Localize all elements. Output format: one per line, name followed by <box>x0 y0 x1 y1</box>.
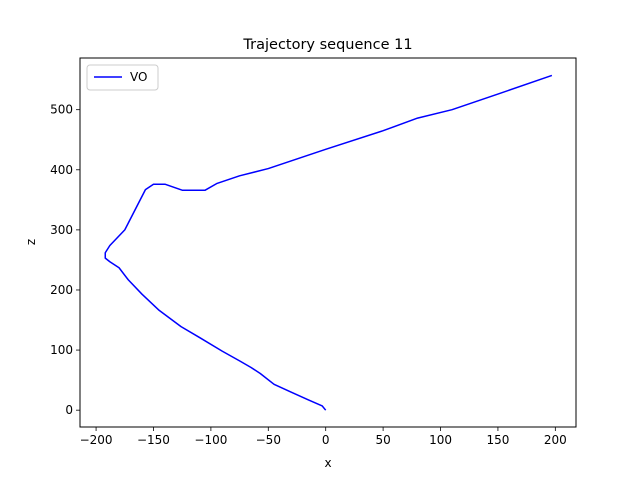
x-tick-label: 100 <box>429 433 452 447</box>
y-tick-label: 0 <box>65 403 73 417</box>
legend-box <box>86 64 159 91</box>
x-axis-label: x <box>324 456 331 470</box>
x-tick-label: 0 <box>322 433 330 447</box>
x-tick-label: −50 <box>256 433 281 447</box>
y-tick-label: 100 <box>50 343 73 357</box>
x-tick-label: 200 <box>544 433 567 447</box>
axes-ticks: −200 −150 −100 −50 0 50 100 150 200 0 100 200 300 400… <box>50 103 567 447</box>
y-tick-label: 300 <box>50 223 73 237</box>
legend: VO <box>86 64 159 91</box>
legend-entry-vo: VO <box>130 70 147 84</box>
y-axis-label: z <box>24 239 38 245</box>
axes-frame <box>79 57 577 428</box>
x-tick-label: −150 <box>137 433 170 447</box>
y-tick-label: 500 <box>50 103 73 117</box>
x-tick-label: 150 <box>486 433 509 447</box>
series-line-vo <box>104 74 553 411</box>
x-tick-label: −100 <box>194 433 227 447</box>
x-tick-label: −200 <box>80 433 113 447</box>
plot-area <box>104 74 553 411</box>
y-tick-label: 200 <box>50 283 73 297</box>
y-tick-label: 400 <box>50 163 73 177</box>
x-tick-label: 50 <box>375 433 390 447</box>
chart-title: Trajectory sequence 11 <box>242 37 412 53</box>
